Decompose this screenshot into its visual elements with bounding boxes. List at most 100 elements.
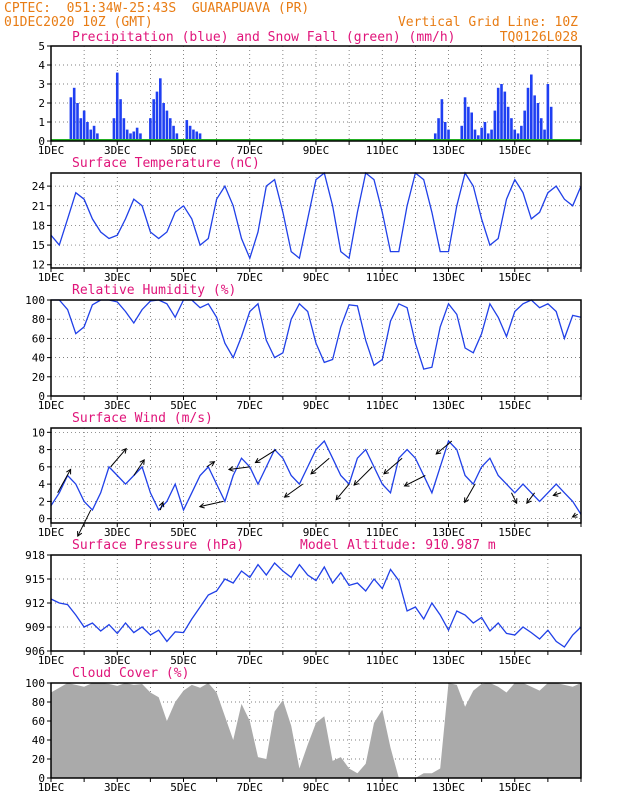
y-tick-label: 60 [32,715,45,728]
x-tick-label: 15DEC [498,781,531,794]
precip-bar [86,122,89,141]
x-tick-label: 1DEC [38,526,65,539]
x-tick-label: 9DEC [303,526,330,539]
pressure-line [50,562,582,648]
x-tick-label: 9DEC [303,399,330,412]
y-tick-label: 12 [32,259,45,272]
precip-bar [76,103,79,141]
precip-bar [523,110,526,141]
y-tick-label: 0 [38,135,45,148]
wind-vector-head [335,494,341,501]
y-tick-label: 100 [25,677,45,690]
wind-vector-head [158,501,165,508]
wind-vector-head [209,461,216,467]
wind-vector-head [283,492,290,498]
precip-bar [513,129,517,141]
precip-bar [470,112,473,141]
precip-bar [195,131,199,141]
wind-vector [206,461,215,468]
wind-vector-head [435,449,442,455]
precip-bar [536,103,540,141]
x-tick-label: 7DEC [237,781,264,794]
precip-bar [510,118,513,141]
precip-bar [159,78,162,141]
temp-panel: 12 15 18 21 24 1DEC 3DEC 5DEC 7DEC 9DEC 11DEC 13DEC… [32,171,582,284]
temp-title: Surface Temperature (nC) [72,156,260,171]
y-tick-label: 0 [38,772,45,785]
y-tick-label: 6 [38,461,45,474]
wind-vector-head [526,498,532,505]
precip-bar [149,118,152,141]
y-tick-label: 18 [32,219,45,232]
wind-vector [335,483,350,501]
wind-vector [255,449,277,464]
precip-bar [96,133,99,141]
precip-bar [185,120,189,141]
wind-vector-head [512,498,518,505]
x-tick-label: 13DEC [432,526,465,539]
x-tick-label: 5DEC [170,654,197,667]
x-tick-label: 9DEC [303,144,330,157]
x-tick-label: 15DEC [498,526,531,539]
wind-vector-head [464,497,470,504]
wind-vector-head [254,457,261,464]
y-tick-label: 906 [25,645,45,658]
x-tick-label: 7DEC [237,271,264,284]
wind-vector [310,457,330,475]
precip-bar [79,118,83,141]
wind-vector-head [353,480,360,486]
wind-vector [284,483,304,498]
precip-bar [463,97,467,141]
precip-bar [192,129,195,141]
wind-vector [404,475,426,487]
x-tick-label: 7DEC [237,399,264,412]
precip-bar [447,129,450,141]
y-tick-label: 3 [38,78,45,91]
pressure-title: Surface Pressure (hPa) [72,538,245,553]
wind-vector-head [77,531,83,537]
cloud-panel: 0 20 40 60 80 100 1DEC 3DEC 5DEC 7DEC 9DEC 11DEC 13D… [25,677,582,794]
x-tick-label: 13DEC [432,781,465,794]
x-tick-label: 13DEC [432,399,465,412]
precip-bar [526,87,530,141]
y-tick-label: 915 [25,573,45,586]
precip-bar [493,110,497,141]
x-tick-label: 1DEC [38,654,65,667]
x-tick-label: 9DEC [303,271,330,284]
x-tick-label: 5DEC [170,526,197,539]
y-tick-label: 0 [38,513,45,526]
cloud-cover-area [51,683,581,778]
grid-note: Vertical Grid Line: 10Z [397,15,578,30]
x-tick-label: 3DEC [104,399,131,412]
run-date: 01DEC2020 10Z (GMT) [4,15,153,30]
precip-bar [165,110,169,141]
altitude-note: Model Altitude: 910.987 m [300,538,496,553]
precip-bar [467,106,470,141]
x-tick-label: 13DEC [432,271,465,284]
precip-bar [152,99,155,141]
wind-vector-head [198,502,205,509]
rh-line [51,299,582,370]
x-tick-label: 9DEC [303,781,330,794]
precip-bar [533,95,536,141]
y-tick-label: 40 [32,352,45,365]
x-tick-label: 3DEC [104,144,131,157]
x-tick-label: 3DEC [104,781,131,794]
x-tick-label: 13DEC [432,654,465,667]
wind-vector [133,459,145,476]
y-tick-label: 100 [25,294,45,307]
wind-vector [435,440,453,455]
wind-vector [353,466,373,486]
pressure-panel: 906 909 912 915 918 1DEC 3DEC 5DEC 7DEC 9DEC 11DEC… [25,549,582,667]
x-tick-label: 5DEC [170,144,197,157]
x-tick-label: 5DEC [170,399,197,412]
y-tick-label: 909 [25,621,45,634]
y-tick-label: 1 [38,116,45,129]
wind-vector-head [310,468,317,475]
wind-vector [464,483,476,503]
x-tick-label: 3DEC [104,654,131,667]
x-tick-label: 5DEC [170,781,197,794]
y-tick-label: 24 [32,180,46,193]
y-tick-label: 40 [32,734,45,747]
